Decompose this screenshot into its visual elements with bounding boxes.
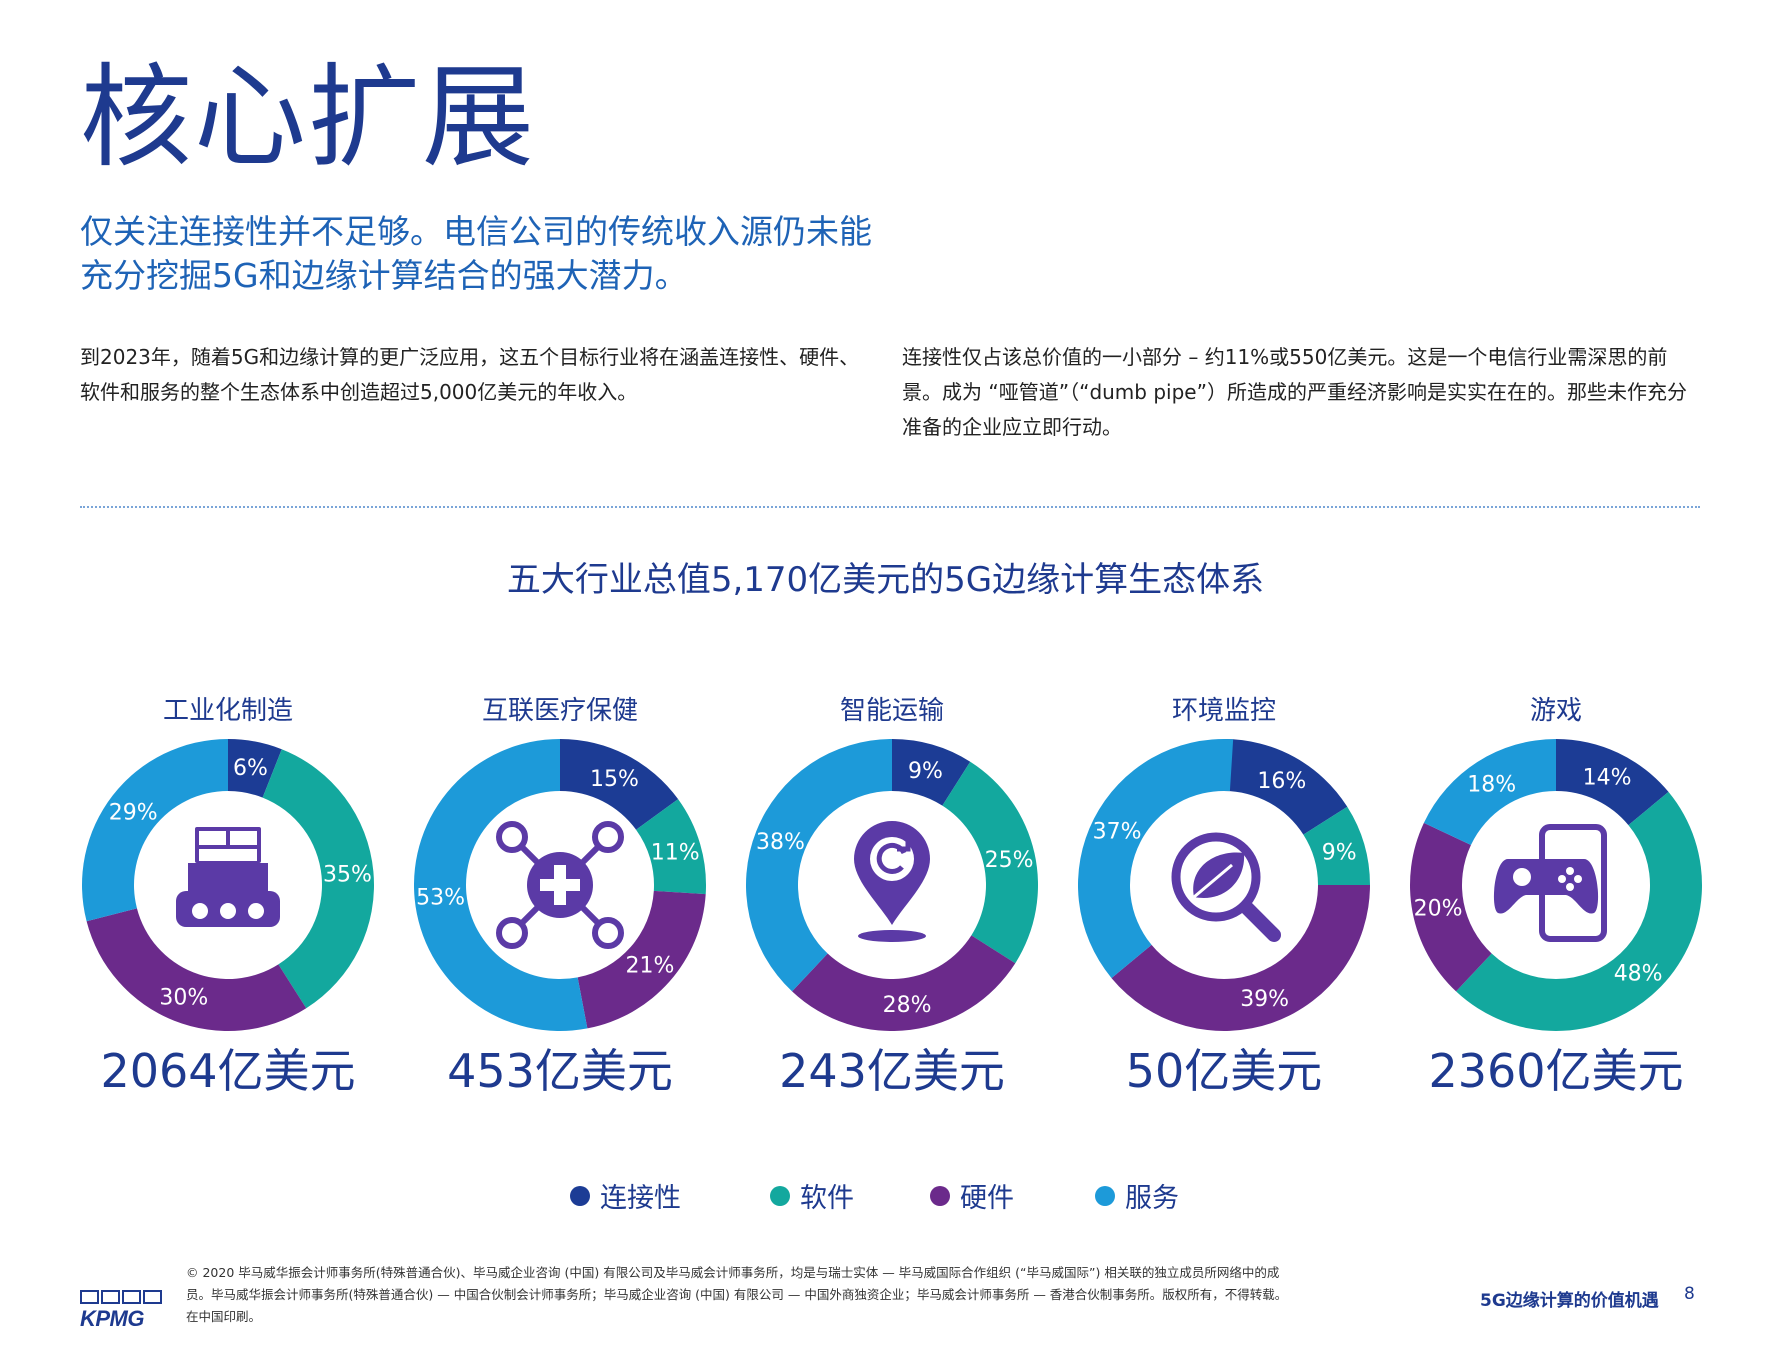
intro-paragraph-right: 连接性仅占该总价值的一小部分 – 约11%或550亿美元。这是一个电信行业需深思… (902, 345, 1687, 439)
donut-slice (1556, 739, 1669, 826)
donut-slice (1078, 739, 1234, 979)
legend-label: 软件 (800, 1183, 854, 1214)
legend-dot-service (1095, 1185, 1115, 1206)
slice-label: 11% (651, 841, 700, 866)
location-pin-icon (854, 821, 930, 942)
slice-label: 53% (416, 885, 465, 910)
footer-copyright: © 2020 毕马威华振会计师事务所(特殊普通合伙)、毕马威企业咨询 (中国) … (186, 1265, 1288, 1324)
slice-label: 18% (1467, 773, 1516, 798)
donut-total-value: 2064亿美元 (100, 1044, 356, 1098)
slice-label: 48% (1614, 961, 1663, 986)
footer-report-name: 5G边缘计算的价值机遇 (1480, 1291, 1659, 1311)
leaf-magnifier-icon (1171, 832, 1281, 942)
donut-chart-svg: 6% 35% 30% 29% (81, 739, 375, 1031)
donut-chart-title: 游戏 (1529, 696, 1582, 726)
slice-label: 29% (109, 800, 158, 825)
slice-label: 30% (159, 986, 208, 1011)
legend-dot-software (770, 1185, 790, 1206)
donut-chart-svg: 14% 48% 20% 18% (1410, 739, 1702, 1031)
donut-slice (746, 739, 892, 992)
donut-chart-title: 工业化制造 (162, 696, 293, 726)
donut-chart: 智能运输 9% 25% 28% 38% 243亿美元 (742, 690, 1042, 1110)
donut-slice (81, 739, 228, 922)
legend-item-software: 软件 (770, 1176, 854, 1215)
factory-conveyor-icon (176, 827, 280, 927)
slice-label: 6% (233, 756, 268, 781)
slice-label: 25% (985, 848, 1034, 873)
donut-slice (1303, 806, 1370, 885)
donut-chart: 环境监控 16% 9% 39% 37% 50亿美元 (1074, 690, 1374, 1110)
slice-label: 39% (1240, 987, 1289, 1012)
medical-network-icon (496, 821, 624, 949)
slice-label: 16% (1257, 769, 1306, 794)
slice-label: 38% (756, 830, 805, 855)
slice-label: 9% (908, 759, 943, 784)
donut-chart-title: 互联医疗保健 (481, 696, 638, 726)
donut-total-value: 243亿美元 (779, 1044, 1005, 1098)
donut-chart: 互联医疗保健 15% 11% 21% 53% 453亿美元 (410, 690, 710, 1110)
legend-label: 服务 (1125, 1183, 1179, 1214)
slice-label: 35% (323, 863, 372, 888)
donut-slice (414, 739, 588, 1031)
gamepad-icon (1493, 824, 1607, 942)
slice-label: 9% (1322, 841, 1357, 866)
intro-paragraph-left: 到2023年，随着5G和边缘计算的更广泛应用，这五个目标行业将在涵盖连接性、硬件… (80, 345, 860, 404)
donut-chart: 工业化制造 6% 35% 30% 29% 2064亿美元 (78, 690, 378, 1110)
dotted-divider (80, 506, 1700, 508)
legend-label: 硬件 (960, 1183, 1014, 1214)
legend-item-service: 服务 (1095, 1176, 1179, 1215)
chart-title: 五大行业总值5,170亿美元的5G边缘计算生态体系 (506, 560, 1265, 600)
donut-total-value: 50亿美元 (1125, 1044, 1323, 1098)
page-number: 8 (1684, 1284, 1695, 1304)
legend-dot-hardware (930, 1185, 950, 1206)
donut-total-value: 2360亿美元 (1428, 1044, 1684, 1098)
slice-label: 28% (883, 993, 932, 1018)
slice-label: 20% (1414, 896, 1463, 921)
donut-slice (1410, 822, 1492, 992)
donut-slice (86, 908, 307, 1031)
donut-chart-title: 智能运输 (839, 696, 944, 726)
donut-slice (577, 890, 706, 1029)
page-subtitle: 仅关注连接性并不足够。电信公司的传统收入源仍未能充分挖掘5G和边缘计算结合的强大… (80, 212, 872, 295)
donut-slice (792, 935, 1016, 1031)
donut-chart-svg: 9% 25% 28% 38% (746, 739, 1038, 1031)
kpmg-logo: KPMG (80, 1290, 165, 1332)
slice-label: 21% (626, 953, 675, 978)
donut-chart-svg: 16% 9% 39% 37% (1078, 739, 1370, 1031)
donut-slice (1224, 739, 1348, 835)
donut-slice (636, 799, 706, 895)
donut-total-value: 453亿美元 (447, 1044, 673, 1098)
donut-slice (1456, 791, 1702, 1031)
kpmg-logo-boxes (80, 1290, 165, 1304)
donut-slice (262, 749, 375, 1009)
chart-legend: 连接性 软件 硬件 服务 (0, 1176, 1771, 1216)
slice-label: 37% (1093, 820, 1142, 845)
legend-item-hardware: 硬件 (930, 1176, 1014, 1215)
donut-slice (1111, 885, 1370, 1031)
donut-slice (1423, 739, 1556, 845)
donut-chart: 游戏 14% 48% 20% 18% 2360亿美元 (1406, 690, 1706, 1110)
donut-slice (942, 761, 1038, 964)
donut-chart-title: 环境监控 (1171, 696, 1276, 726)
legend-item-connectivity: 连接性 (570, 1176, 681, 1215)
legend-label: 连接性 (600, 1183, 681, 1214)
donut-slice (228, 739, 282, 798)
page-title: 核心扩展 (80, 53, 536, 183)
donut-slice (892, 739, 971, 806)
kpmg-logo-text: KPMG (80, 1306, 145, 1331)
legend-dot-connectivity (570, 1185, 590, 1206)
slice-label: 14% (1583, 765, 1632, 790)
donut-slice (560, 739, 679, 830)
donut-chart-svg: 15% 11% 21% 53% (414, 739, 706, 1031)
slice-label: 15% (590, 767, 639, 792)
